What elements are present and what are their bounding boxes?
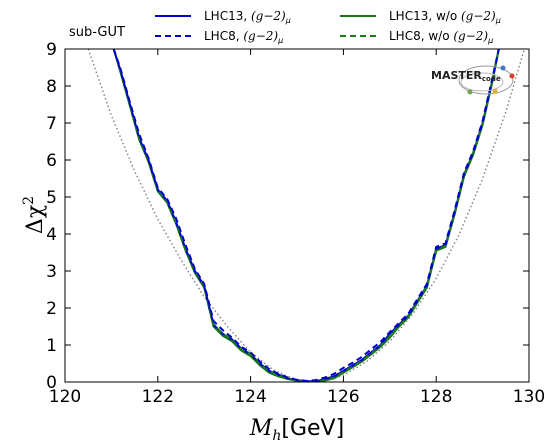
x-tick-label: 124: [234, 387, 266, 407]
y-tick-label: 4: [46, 225, 57, 245]
legend-label-0: LHC13, (g−2)μ: [204, 9, 291, 25]
y-tick-labels: 0 1 2 3 4 5 6 7 8 9: [46, 40, 57, 393]
x-tick-label: 122: [142, 387, 174, 407]
legend-label-3: LHC8, w/o (g−2)μ: [389, 29, 493, 45]
legend-label-2: LHC13, w/o (g−2)μ: [389, 9, 501, 25]
y-tick-label: 6: [46, 151, 57, 171]
plot-frame: [64, 48, 530, 383]
series-line-2: [112, 49, 500, 382]
x-tick-label: 120: [49, 387, 81, 407]
y-tick-label: 3: [46, 262, 57, 282]
reference-dotted-curve: [87, 49, 526, 382]
curves-layer: [87, 49, 526, 382]
y-tick-label: 0: [46, 373, 57, 393]
axis-ticks: [64, 48, 530, 383]
y-axis-title: Δχ2: [21, 196, 48, 234]
x-axis-title: Mh[GeV]: [249, 416, 344, 444]
svg-text:MASTERcode: MASTERcode: [431, 69, 501, 83]
x-tick-label: 126: [327, 387, 359, 407]
mastercode-logo: MASTERcode: [431, 65, 515, 95]
y-tick-label: 9: [46, 40, 57, 60]
legend: LHC13, (g−2)μ LHC8, (g−2)μ LHC13, w/o (g−2…: [155, 9, 501, 45]
y-tick-label: 1: [46, 336, 57, 356]
x-tick-label: 130: [513, 387, 545, 407]
y-tick-label: 5: [46, 188, 57, 208]
y-tick-label: 8: [46, 77, 57, 97]
y-tick-label: 7: [46, 114, 57, 134]
series-line-1: [112, 49, 500, 382]
x-tick-label: 128: [420, 387, 452, 407]
annotation-label: sub-GUT: [69, 25, 125, 40]
x-tick-labels: 120 122 124 126 128 130: [49, 387, 545, 407]
legend-label-1: LHC8, (g−2)μ: [204, 29, 283, 45]
y-tick-label: 2: [46, 299, 57, 319]
